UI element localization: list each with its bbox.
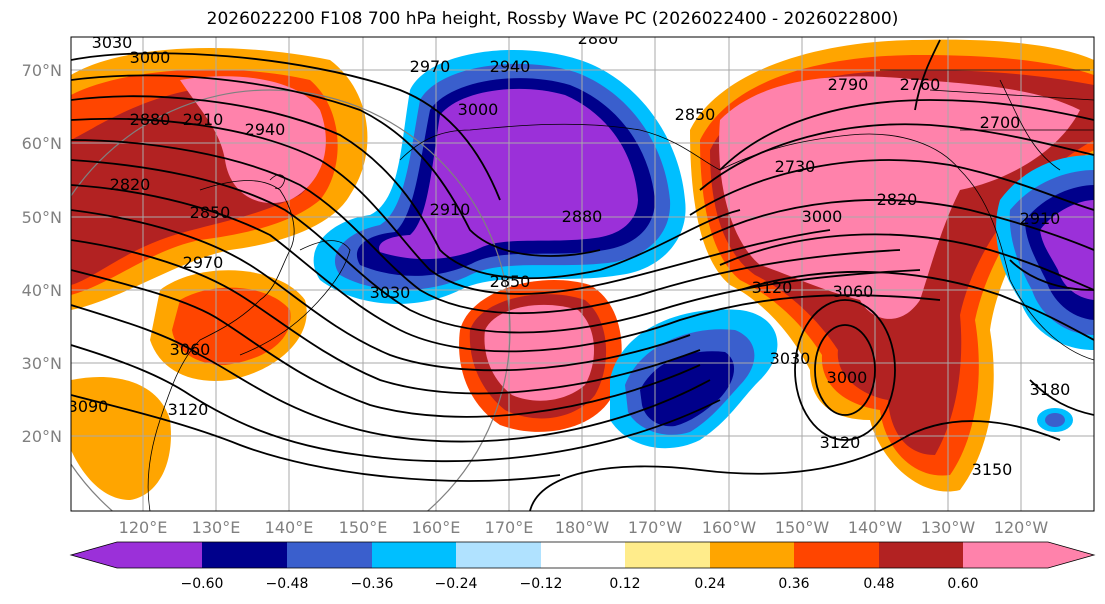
colorbar-bin-1: [117, 542, 202, 568]
contour-label-7: 2850: [190, 203, 231, 222]
lon-label-140w: 140°W: [847, 518, 903, 537]
contour-label-24: 2820: [877, 190, 918, 209]
lon-label-150e: 150°E: [338, 518, 388, 537]
contour-label-12: 2970: [410, 57, 451, 76]
contour-label-5: 2880: [130, 110, 171, 129]
colorbar-bin-6: [541, 542, 625, 568]
lon-label-120w: 120°W: [993, 518, 1049, 537]
lon-label-180w: 180°W: [554, 518, 610, 537]
lon-label-170e: 170°E: [484, 518, 534, 537]
lon-label-120e: 120°E: [118, 518, 168, 537]
lon-label-130e: 130°E: [191, 518, 241, 537]
height-contours: [71, 39, 1094, 511]
lon-label-170w: 170°W: [627, 518, 683, 537]
colorbar: [69, 541, 1096, 569]
colorbar-tick-1: −0.60: [180, 576, 224, 592]
contour-label-32: 3150: [972, 460, 1013, 479]
contour-label-20: 2790: [828, 75, 869, 94]
colorbar-tick-3: −0.36: [350, 576, 394, 592]
lon-label-160w: 160°W: [701, 518, 757, 537]
anomaly-positive-central-pacific: [459, 280, 622, 432]
contour-label-30: 3000: [827, 368, 868, 387]
lat-label-20n: 20°N: [21, 427, 62, 446]
contour-label-28: 3060: [833, 282, 874, 301]
contour-label-33: 3180: [1030, 380, 1071, 399]
contour-label-21: 2760: [900, 75, 941, 94]
contour-label-4: 2940: [245, 120, 286, 139]
colorbar-outline: [69, 541, 1096, 569]
contour-label-17: 2850: [490, 272, 531, 291]
colorbar-tick-8: 0.36: [778, 576, 810, 592]
colorbar-tick-7: 0.24: [694, 576, 726, 592]
colorbar-bin-4: [372, 542, 456, 568]
anomaly-negative-subtropical: [610, 309, 778, 449]
contour-label-13: 2940: [490, 57, 531, 76]
lat-label-70n: 70°N: [21, 61, 62, 80]
colorbar-bin-10: [879, 542, 963, 568]
colorbar-bin-3: [287, 542, 372, 568]
lon-label-140e: 140°E: [264, 518, 314, 537]
lon-label-160e: 160°E: [411, 518, 461, 537]
contour-label-3: 2910: [183, 110, 224, 129]
colorbar-tick-4: −0.24: [434, 576, 478, 592]
contour-label-19: 2850: [675, 105, 716, 124]
contour-label-15: 2910: [430, 200, 471, 219]
coastlines: [147, 69, 1094, 511]
lat-label-40n: 40°N: [21, 281, 62, 300]
map-plot-area: 3030 3000 2910 2940 2880 2820 2850 2970 …: [68, 29, 1094, 511]
colorbar-bin-9: [794, 542, 879, 568]
contour-label-8: 2970: [183, 253, 224, 272]
colorbar-tick-2: −0.48: [265, 576, 309, 592]
colorbar-extend-low: [71, 542, 117, 568]
colorbar-bin-8: [710, 542, 794, 568]
contour-labels: 3030 3000 2910 2940 2880 2820 2850 2970 …: [68, 29, 1071, 479]
colorbar-bin-2: [202, 542, 287, 568]
colorbar-tick-9: 0.48: [863, 576, 895, 592]
colorbar-tick-10: 0.60: [947, 576, 979, 592]
radius-circle: [71, 89, 511, 511]
contour-label-25: 3000: [802, 207, 843, 226]
map-title: 2026022200 F108 700 hPa height, Rossby W…: [206, 9, 899, 29]
contour-label-2: 3000: [130, 48, 171, 67]
contour-label-18: 3030: [370, 283, 411, 302]
lat-label-60n: 60°N: [21, 134, 62, 153]
colorbar-bin-7: [625, 542, 710, 568]
contour-label-9: 3060: [170, 340, 211, 359]
contour-label-27: 3120: [752, 278, 793, 297]
anomaly-positive-northeast-pacific: [690, 39, 1094, 492]
contour-label-31: 3120: [820, 433, 861, 452]
contour-label-23: 2730: [775, 157, 816, 176]
map-frame: [70, 36, 1095, 512]
contour-label-22: 2700: [980, 113, 1021, 132]
colorbar-tick-5: −0.12: [519, 576, 563, 592]
contour-label-11: 3090: [68, 397, 109, 416]
lat-label-50n: 50°N: [21, 208, 62, 227]
contour-label-29: 3030: [770, 349, 811, 368]
colorbar-extend-high: [1048, 542, 1094, 568]
contour-label-10: 3120: [168, 400, 209, 419]
colorbar-bin-11: [963, 542, 1048, 568]
contour-label-26: 2910: [1020, 209, 1061, 228]
contour-label-14: 3000: [458, 100, 499, 119]
contour-label-1: 3030: [92, 33, 133, 52]
lon-label-130w: 130°W: [920, 518, 976, 537]
lon-label-150w: 150°W: [774, 518, 830, 537]
contour-label-6: 2820: [110, 175, 151, 194]
colorbar-tick-6: 0.12: [609, 576, 641, 592]
colorbar-bin-5: [456, 542, 541, 568]
graticule: [71, 37, 1094, 511]
lat-label-30n: 30°N: [21, 354, 62, 373]
contour-label-16: 2880: [562, 207, 603, 226]
contour-label-34: 2880: [578, 29, 619, 48]
